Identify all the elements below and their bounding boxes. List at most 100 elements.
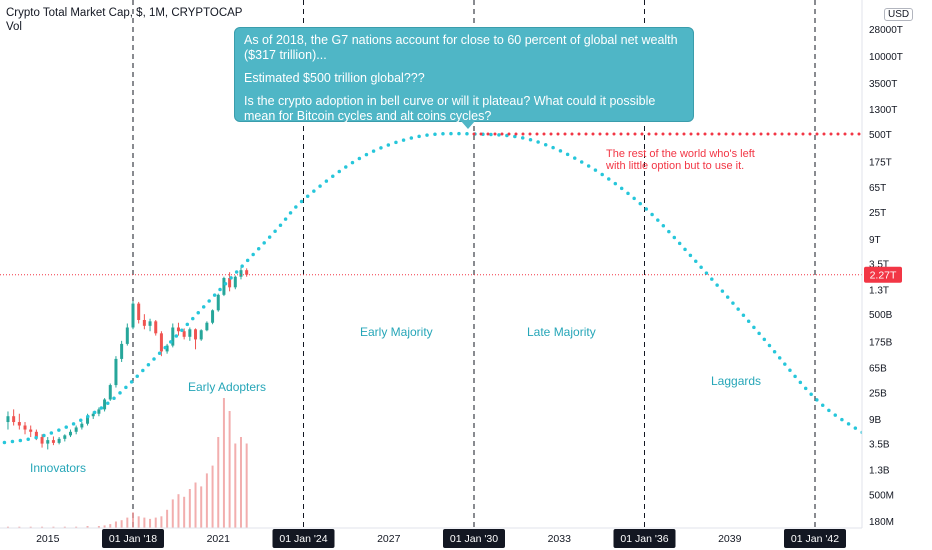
x-tick-highlight (784, 529, 846, 548)
rest-of-world-line1: The rest of the world who's left (606, 148, 755, 160)
callout-note: As of 2018, the G7 nations account for c… (234, 27, 694, 129)
candle-body (239, 270, 243, 277)
candle-body (23, 425, 27, 430)
volume-bar (120, 520, 123, 528)
candle-body (222, 278, 226, 295)
candle-body (188, 329, 192, 337)
volume-bar (149, 518, 152, 528)
y-tick-label: 3500T (869, 79, 897, 90)
candle-body (74, 427, 78, 432)
chart-header: Crypto Total Market Cap, $, 1M, CRYPTOCA… (6, 6, 242, 34)
y-tick-label: 10000T (869, 52, 903, 63)
y-axis[interactable]: 28000T 10000T 3500T 1300T 500T 175T 65T 25T 9T 3.… (861, 0, 932, 550)
candle-body (46, 440, 50, 444)
callout-line-1: As of 2018, the G7 nations account for c… (244, 33, 678, 62)
candle-body (86, 416, 90, 424)
currency-badge[interactable]: USD (884, 8, 914, 21)
volume-bar (137, 516, 140, 528)
volume-bar (211, 465, 214, 528)
x-axis[interactable]: 2015 01 Jan '18 2021 01 Jan '24 2027 01 Jan '… (0, 527, 862, 548)
volume-bars (6, 398, 248, 528)
volume-bar (97, 526, 100, 528)
candle-body (17, 422, 21, 426)
y-tick-label: 1300T (869, 105, 897, 116)
y-tick-label: 65B (869, 363, 887, 374)
x-tick-highlight (102, 529, 164, 548)
candle-body (97, 409, 101, 414)
candle-body (34, 431, 38, 438)
label-late-majority: Late Majority (527, 325, 596, 339)
volume-indicator-label[interactable]: Vol (6, 21, 22, 33)
candle-body (216, 294, 220, 311)
candle-body (171, 327, 175, 346)
x-tick-label: 2033 (548, 533, 572, 545)
volume-bar (154, 517, 157, 528)
volume-bar (86, 526, 89, 528)
volume-bar (41, 526, 44, 528)
candle-body (176, 327, 180, 332)
candle-body (199, 330, 203, 340)
x-tick-label: 2039 (718, 533, 742, 545)
candle-body (228, 278, 232, 288)
callout-pointer (461, 121, 475, 129)
volume-bar (183, 496, 186, 528)
volume-bar (160, 516, 163, 528)
candle-body (51, 440, 55, 443)
candle-body (114, 358, 118, 386)
y-tick-label: 1.3B (869, 465, 890, 476)
candle-body (159, 333, 163, 352)
symbol-title[interactable]: Crypto Total Market Cap, $, 1M, CRYPTOCA… (6, 7, 243, 19)
candle-body (137, 303, 141, 320)
x-tick-label: 01 Jan '36 (620, 533, 668, 545)
x-tick-highlight (613, 529, 676, 548)
candle-body (233, 276, 237, 288)
adoption-curve-path (0, 131, 902, 455)
volume-bar (205, 473, 208, 528)
y-tick-label: 9T (869, 235, 881, 246)
x-tick-label: 01 Jan '30 (450, 533, 498, 545)
candle-body (154, 321, 158, 334)
volume-bar (194, 482, 197, 528)
candle-body (68, 431, 72, 436)
volume-bar (63, 526, 66, 528)
y-tick-label: 500T (869, 130, 892, 141)
candle-body (205, 322, 209, 331)
volume-bar (103, 525, 106, 528)
volume-bar (75, 526, 78, 528)
volume-bar (217, 437, 220, 528)
y-tick-label: 175B (869, 338, 893, 349)
label-laggards: Laggards (711, 374, 761, 388)
volume-bar (200, 486, 203, 528)
y-tick-label: 180M (869, 517, 894, 528)
label-early-adopters: Early Adopters (188, 380, 266, 394)
y-tick-label: 28000T (869, 25, 903, 36)
volume-bar (234, 443, 237, 528)
y-tick-label: 3.5T (869, 259, 889, 270)
x-tick-label: 01 Jan '42 (791, 533, 839, 545)
x-tick-highlight (443, 529, 505, 548)
candle-body (6, 416, 10, 423)
candles (6, 267, 249, 450)
candle-body (80, 423, 84, 428)
candle-body (131, 303, 135, 328)
volume-bar (52, 526, 55, 528)
x-tick-label: 01 Jan '18 (109, 533, 157, 545)
volume-bar (228, 411, 231, 528)
x-tick-highlight (272, 529, 335, 548)
volume-bar (132, 512, 134, 528)
candle-body (211, 310, 215, 323)
y-tick-label: 25B (869, 388, 887, 399)
volume-bar (114, 521, 117, 528)
rest-of-world-note: The rest of the world who's left with li… (605, 148, 755, 172)
volume-bar (166, 509, 169, 528)
candle-body (91, 413, 95, 417)
callout-line-3: Is the crypto adoption in bell curve or … (244, 94, 656, 123)
candle-body (165, 345, 169, 352)
volume-bar (239, 437, 242, 528)
candle-body (108, 385, 112, 400)
volume-bar (222, 398, 225, 528)
x-tick-label: 2015 (36, 533, 60, 545)
candle-body (245, 270, 249, 275)
volume-bar (171, 499, 174, 528)
